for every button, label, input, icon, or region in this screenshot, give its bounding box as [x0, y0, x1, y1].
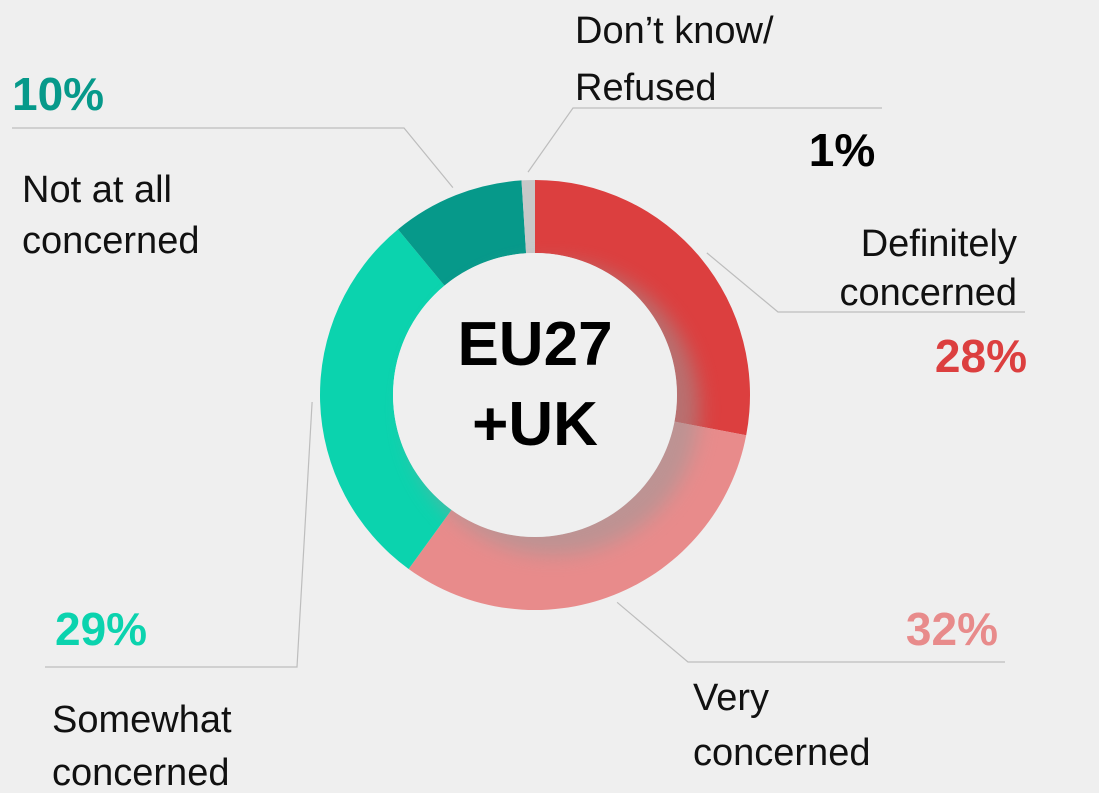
value-label-not-at-all-concerned: 10% [12, 68, 104, 120]
value-label-very-concerned: 32% [906, 603, 998, 655]
leader-line-don-t-know-refused [527, 107, 882, 173]
category-label-very-concerned-line-2: concerned [693, 732, 870, 774]
slice-somewhat-concerned [320, 229, 452, 569]
slice-definitely-concerned [535, 180, 751, 436]
value-label-don-t-know-refused: 1% [809, 124, 875, 176]
center-label-line-2: +UK [472, 390, 598, 459]
slice-not-at-all-concerned [397, 180, 527, 286]
category-label-very-concerned-line-1: Very [693, 677, 769, 719]
leader-lines [12, 107, 1025, 668]
leader-line-not-at-all-concerned [12, 127, 454, 189]
category-label-somewhat-concerned-line-2: concerned [52, 752, 229, 793]
value-label-definitely-concerned: 28% [935, 330, 1027, 382]
category-label-not-at-all-concerned-line-2: concerned [22, 220, 199, 262]
donut-hole [393, 253, 677, 537]
slice-labels: 28% Definitely concerned 32% Very concerned 29… [12, 10, 1027, 793]
leader-line-definitely-concerned [706, 252, 1025, 313]
center-label-line-1: EU27 [457, 310, 612, 379]
category-label-not-at-all-concerned-line-1: Not at all [22, 169, 172, 211]
slice-don-t-know-refused [521, 180, 535, 254]
leader-line-very-concerned [616, 601, 1005, 663]
value-label-somewhat-concerned: 29% [55, 603, 147, 655]
leader-line-somewhat-concerned [45, 401, 313, 668]
category-label-definitely-concerned-line-1: Definitely [861, 223, 1017, 265]
category-label-don-t-know-refused-line-2: Refused [575, 67, 717, 109]
category-label-definitely-concerned-line-2: concerned [840, 272, 1017, 314]
category-label-don-t-know-refused-line-1: Don’t know/ [575, 10, 774, 52]
category-label-somewhat-concerned-line-1: Somewhat [52, 699, 232, 741]
